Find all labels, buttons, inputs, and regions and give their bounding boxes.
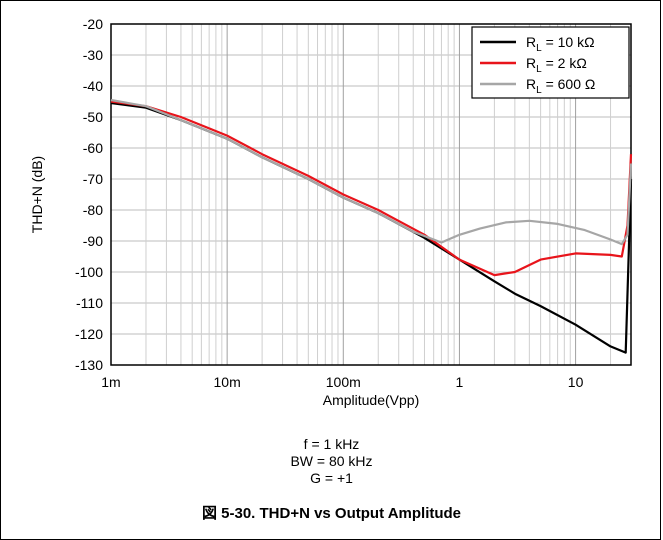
x-tick-labels: 1m 10m 100m 1 10 xyxy=(101,374,583,390)
legend-entry-3: RL = 600 Ω xyxy=(526,76,595,96)
condition-gain: G = +1 xyxy=(310,470,353,486)
x-tick-label: 1 xyxy=(456,374,464,390)
y-tick-label: -110 xyxy=(76,295,103,311)
y-tick-label: -130 xyxy=(75,357,103,373)
x-tick-label: 10m xyxy=(214,374,241,390)
x-tick-label: 1m xyxy=(101,374,120,390)
series-line-1 xyxy=(110,101,633,354)
y-tick-label: -50 xyxy=(83,109,103,125)
figure-caption: 図 5-30. THD+N vs Output Amplitude xyxy=(201,505,462,522)
series-line-2 xyxy=(110,100,633,277)
condition-bandwidth: BW = 80 kHz xyxy=(290,453,373,469)
x-axis-label: Amplitude(Vpp) xyxy=(323,392,420,408)
y-tick-label: -40 xyxy=(83,78,103,94)
thd-chart: -20 -30 -40 -50 -60 -70 -80 -90 -100 -110 -120 -130… xyxy=(29,16,633,408)
x-tick-label: 100m xyxy=(326,374,361,390)
y-axis-label: THD+N (dB) xyxy=(29,156,45,233)
x-tick-label: 10 xyxy=(568,374,584,390)
y-tick-label: -80 xyxy=(83,202,103,218)
y-tick-label: -90 xyxy=(83,233,103,249)
y-tick-label: -100 xyxy=(75,264,103,280)
y-tick-label: -30 xyxy=(83,47,103,63)
y-tick-label: -70 xyxy=(83,171,103,187)
series-line-3 xyxy=(110,98,633,246)
series-group xyxy=(110,98,633,354)
legend-entry-2: RL = 2 kΩ xyxy=(526,55,587,75)
y-tick-labels: -20 -30 -40 -50 -60 -70 -80 -90 -100 -110 -120 -130 xyxy=(75,16,103,373)
legend-entry-1: RL = 10 kΩ xyxy=(526,34,595,54)
y-tick-label: -60 xyxy=(83,140,103,156)
y-tick-label: -20 xyxy=(83,16,103,32)
y-tick-label: -120 xyxy=(75,326,103,342)
condition-frequency: f = 1 kHz xyxy=(303,436,360,452)
